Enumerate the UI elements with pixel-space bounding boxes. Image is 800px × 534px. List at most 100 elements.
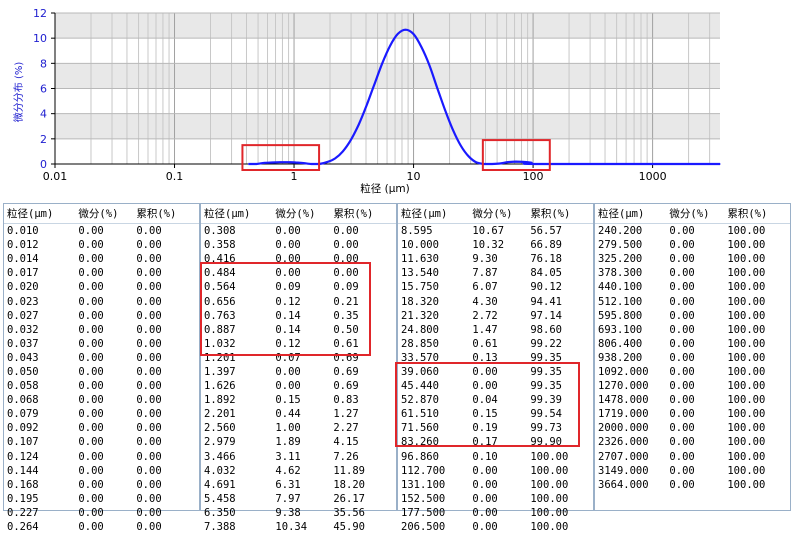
table-cell: 0.020 (7, 281, 39, 294)
x-tick-label: 10 (407, 170, 421, 183)
table-cell: 0.21 (333, 295, 359, 308)
table-cell: 0.124 (7, 450, 39, 463)
table-cell: 0.00 (136, 478, 162, 491)
y-tick-label: 0 (40, 158, 47, 171)
table-cell: 4.15 (333, 436, 359, 449)
table-cell: 693.100 (598, 323, 643, 336)
table-cell: 61.510 (401, 408, 439, 421)
data-point (295, 161, 297, 164)
table-cell: 0.00 (669, 394, 695, 407)
table-row: 0.168 0.00 0.00 (4, 478, 199, 492)
data-point (483, 163, 485, 165)
y-tick-label: 12 (33, 7, 47, 20)
table-cell: 0.079 (7, 408, 39, 421)
table-cell: 0.023 (7, 295, 39, 308)
table-cell: 3149.000 (598, 464, 649, 477)
table-cell: 100.00 (530, 521, 569, 534)
table-row: 45.440 0.00 99.35 (398, 379, 593, 393)
table-cell: 2326.000 (598, 436, 649, 449)
table-cell: 1092.000 (598, 365, 649, 378)
table-row: 0.058 0.00 0.00 (4, 379, 199, 393)
table-header-cell: 累积(%) (333, 208, 374, 220)
table-cell: 0.00 (669, 309, 695, 322)
data-point (719, 163, 721, 165)
table-cell: 0.07 (275, 351, 301, 364)
table-row: 206.500 0.00 100.00 (398, 520, 593, 534)
table-cell: 1.032 (204, 337, 236, 350)
table-row: 512.100 0.00 100.00 (595, 294, 790, 308)
table-row: 0.264 0.00 0.00 (4, 520, 199, 534)
table-cell: 0.00 (669, 295, 695, 308)
table-row: 0.308 0.00 0.00 (201, 224, 396, 238)
table-cell: 2.72 (472, 309, 498, 322)
table-row: 3664.000 0.00 100.00 (595, 478, 790, 492)
table-cell: 0.00 (78, 464, 104, 477)
table-row: 0.032 0.00 0.00 (4, 323, 199, 337)
table-header-row: 粒径(μm) 微分(%) 累积(%) (4, 204, 199, 224)
table-cell: 7.26 (333, 450, 359, 463)
table-cell: 131.100 (401, 478, 446, 491)
table-header-row: 粒径(μm) 微分(%) 累积(%) (398, 204, 593, 224)
table-cell: 76.18 (530, 253, 562, 266)
size-table-column-2: 粒径(μm) 微分(%) 累积(%) 0.308 0.00 0.00 0.358 0.00 0.… (200, 203, 397, 533)
table-cell: 96.860 (401, 450, 439, 463)
y-tick-label: 6 (40, 83, 47, 96)
table-cell: 0.043 (7, 351, 39, 364)
data-point (310, 163, 312, 165)
table-cell: 100.00 (727, 365, 766, 378)
table-cell: 378.300 (598, 267, 643, 280)
data-point (420, 46, 422, 48)
table-row: 0.037 0.00 0.00 (4, 337, 199, 351)
table-cell: 100.00 (727, 309, 766, 322)
table-row: 7.388 10.34 45.90 (201, 520, 396, 534)
table-cell: 7.388 (204, 521, 236, 534)
table-cell: 0.00 (669, 267, 695, 280)
table-cell: 112.700 (401, 464, 446, 477)
table-cell: 100.00 (727, 295, 766, 308)
table-row: 240.200 0.00 100.00 (595, 224, 790, 238)
table-row: 0.416 0.00 0.00 (201, 252, 396, 266)
table-cell: 0.00 (275, 225, 301, 238)
table-cell: 10.32 (472, 239, 505, 252)
table-cell: 938.200 (598, 351, 643, 364)
table-cell: 0.00 (136, 225, 162, 238)
data-point (381, 63, 383, 65)
table-cell: 0.00 (669, 436, 695, 449)
table-cell: 0.00 (472, 380, 498, 393)
table-cell: 5.458 (204, 492, 236, 505)
table-row: 806.400 0.00 100.00 (595, 337, 790, 351)
table-row: 0.887 0.14 0.50 (201, 323, 396, 337)
table-cell: 52.870 (401, 394, 439, 407)
table-cell: 100.00 (727, 422, 766, 435)
table-cell: 0.12 (275, 295, 301, 308)
x-tick-label: 1 (291, 170, 298, 183)
table-row: 0.564 0.09 0.09 (201, 280, 396, 294)
data-point (255, 163, 257, 165)
table-header-cell: 粒径(μm) (204, 208, 251, 220)
table-cell: 1.626 (204, 380, 236, 393)
table-header-cell: 累积(%) (727, 208, 768, 220)
table-row: 0.020 0.00 0.00 (4, 280, 199, 294)
table-row: 325.200 0.00 100.00 (595, 252, 790, 266)
table-cell: 0.484 (204, 267, 236, 280)
table-cell: 100.00 (530, 450, 569, 463)
table-cell: 0.00 (78, 309, 104, 322)
table-header-cell: 粒径(μm) (7, 208, 54, 220)
table-cell: 0.00 (669, 365, 695, 378)
data-point (522, 161, 525, 163)
table-cell: 100.00 (727, 380, 766, 393)
table-cell: 100.00 (727, 394, 766, 407)
table-row: 1092.000 0.00 100.00 (595, 365, 790, 379)
table-cell: 100.00 (727, 337, 766, 350)
table-cell: 11.89 (333, 464, 365, 477)
table-row: 0.027 0.00 0.00 (4, 309, 199, 323)
data-point (444, 109, 446, 111)
table-cell: 0.61 (472, 337, 498, 350)
table-cell: 0.69 (333, 380, 359, 393)
data-point (452, 129, 454, 131)
table-cell: 4.62 (275, 464, 301, 477)
table-cell: 0.00 (78, 422, 104, 435)
table-header-cell: 微分(%) (669, 208, 710, 220)
data-point (247, 163, 250, 165)
data-point (389, 45, 391, 47)
